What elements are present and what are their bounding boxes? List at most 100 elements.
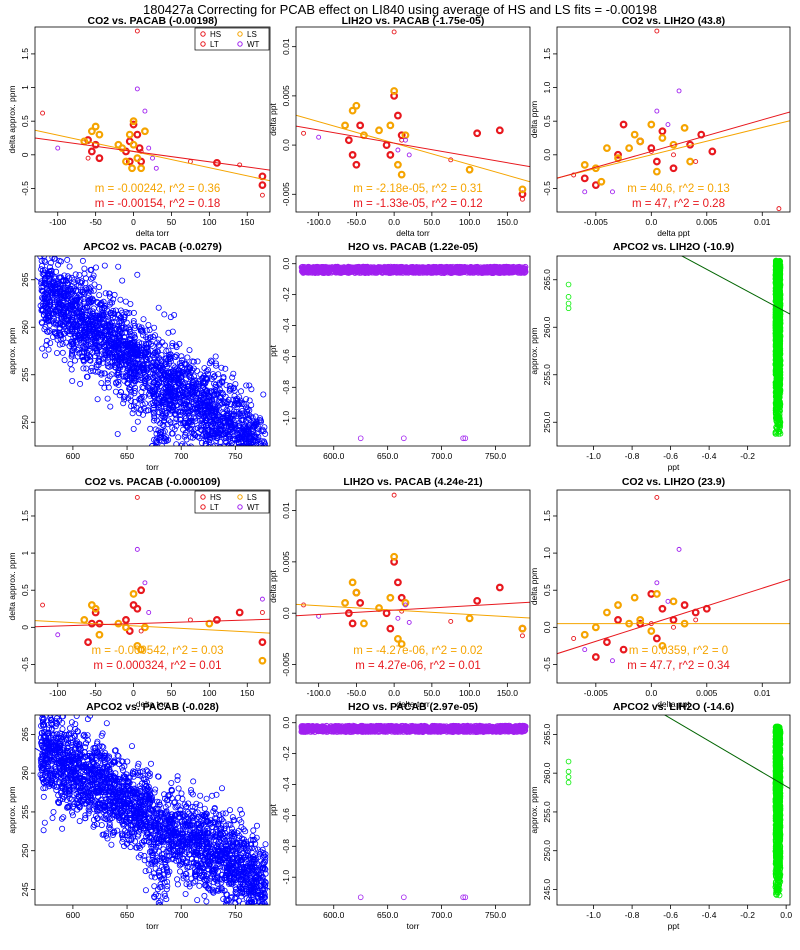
data-point-ls — [518, 185, 527, 194]
data-point — [96, 344, 103, 351]
data-point — [130, 425, 137, 432]
data-point — [125, 324, 132, 331]
data-point-lt — [520, 196, 525, 202]
data-point — [151, 354, 158, 361]
data-point — [251, 482, 256, 487]
data-point — [119, 353, 126, 360]
data-point — [98, 336, 105, 343]
data-point — [66, 304, 73, 311]
data-point — [243, 447, 248, 452]
data-point — [146, 373, 153, 380]
data-point — [145, 382, 152, 389]
data-point — [218, 450, 223, 455]
data-point — [238, 435, 245, 442]
legend-box — [194, 27, 270, 51]
data-point — [470, 269, 477, 276]
data-point — [153, 439, 160, 446]
data-point — [497, 269, 504, 276]
data-point-hs — [591, 181, 600, 189]
data-point — [212, 387, 219, 394]
data-point — [252, 454, 257, 459]
data-point — [126, 326, 133, 333]
data-point — [138, 324, 145, 331]
data-point — [82, 285, 89, 292]
data-point — [242, 412, 249, 419]
y-tick-label: 0.5 — [542, 115, 552, 127]
data-point — [198, 410, 205, 417]
x-tick-label: 150 — [240, 217, 254, 227]
data-point — [146, 385, 153, 392]
data-point — [335, 268, 342, 275]
data-point — [202, 440, 209, 446]
data-point — [216, 447, 221, 452]
data-point — [222, 438, 229, 445]
x-axis-label: delta torr — [136, 228, 170, 238]
data-point — [106, 347, 113, 354]
data-point — [154, 359, 161, 366]
y-tick-label: 1.0 — [542, 81, 552, 93]
data-point — [439, 267, 446, 274]
data-point — [151, 415, 158, 422]
data-point-hs — [386, 151, 395, 159]
data-point-lt — [40, 110, 46, 116]
y-tick-label: 0.5 — [20, 115, 30, 127]
data-point — [509, 269, 516, 276]
data-point — [250, 457, 255, 462]
data-point — [192, 415, 199, 422]
data-point — [73, 326, 80, 333]
data-point-ls — [630, 130, 639, 139]
data-point — [118, 329, 125, 336]
data-point — [463, 265, 470, 272]
data-point-ls — [87, 127, 96, 136]
data-point — [143, 349, 150, 356]
data-point — [213, 445, 216, 446]
data-point — [261, 469, 266, 474]
data-point — [252, 448, 257, 453]
data-point — [88, 299, 95, 306]
data-point — [488, 264, 495, 271]
data-point — [112, 388, 119, 395]
data-point — [96, 355, 103, 362]
y-tick-label: -0.5 — [542, 181, 552, 196]
data-point — [83, 373, 90, 380]
data-point — [208, 431, 215, 438]
data-point — [155, 343, 162, 350]
data-point-wt — [55, 145, 61, 151]
data-point — [230, 384, 237, 391]
data-point — [367, 266, 374, 273]
y-axis-label: approx. ppm — [7, 327, 17, 374]
data-point — [236, 411, 243, 418]
data-point-ls — [125, 130, 134, 139]
data-point — [244, 474, 249, 479]
data-point — [227, 474, 232, 479]
data-point — [94, 348, 101, 355]
data-point — [63, 339, 70, 346]
data-point — [245, 469, 250, 474]
data-point — [44, 239, 49, 244]
data-point — [111, 310, 118, 317]
data-point — [153, 380, 160, 387]
data-point — [95, 362, 102, 369]
data-point — [198, 396, 205, 403]
data-point — [68, 366, 75, 373]
y-tick-label: 0.0 — [281, 258, 291, 270]
data-point — [130, 320, 137, 327]
x-tick-label: 0.01 — [754, 217, 771, 227]
data-point — [108, 371, 115, 378]
x-tick-label: -50.0 — [347, 217, 367, 227]
data-point — [128, 360, 135, 367]
data-point — [259, 459, 264, 464]
data-point — [234, 471, 239, 476]
data-point — [115, 263, 122, 270]
data-point — [96, 292, 103, 299]
data-point — [104, 395, 111, 402]
data-point — [248, 455, 253, 460]
data-point — [263, 470, 268, 475]
data-point — [130, 406, 137, 413]
data-point — [198, 420, 205, 427]
data-point — [481, 265, 488, 272]
data-point — [182, 391, 189, 398]
data-point — [489, 268, 496, 275]
data-point — [222, 458, 227, 463]
data-point — [152, 443, 159, 446]
